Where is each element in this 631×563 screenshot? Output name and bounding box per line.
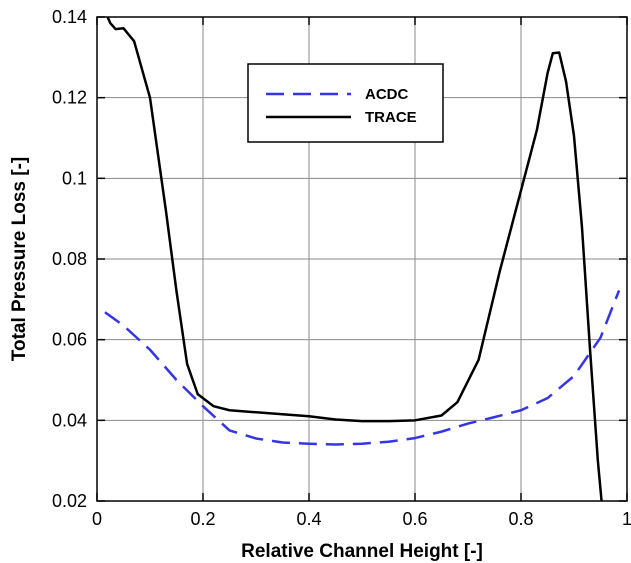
legend-box [247,63,444,143]
series-line-acdc [104,290,621,446]
x-tick-label: 0.6 [402,509,427,529]
x-tick-label: 0 [92,509,102,529]
y-axis-title: Total Pressure Loss [-] [9,157,30,361]
y-tick-label: 0.08 [52,249,87,269]
legend: ACDC TRACE [247,63,444,143]
series-line-trace [106,17,603,501]
axis-ticks: 0 0.2 0.4 0.6 0.8 1 0.02 0.04 0.06 0.08 0.1 0.12 0.1… [52,7,631,529]
x-tick-label: 0.2 [190,509,215,529]
legend-label: TRACE [365,109,417,126]
y-tick-label: 0.04 [52,410,87,430]
y-tick-label: 0.12 [52,88,87,108]
y-tick-label: 0.06 [52,330,87,350]
y-tick-label: 0.02 [52,491,87,511]
y-tick-label: 0.14 [52,7,87,27]
x-tick-label: 0.4 [296,509,321,529]
legend-label: ACDC [365,86,408,103]
x-tick-label: 1 [622,509,631,529]
series-layer [104,17,621,501]
y-tick-label: 0.1 [62,168,87,188]
x-axis-title: Relative Channel Height [-] [241,541,483,562]
x-tick-label: 0.8 [508,509,533,529]
